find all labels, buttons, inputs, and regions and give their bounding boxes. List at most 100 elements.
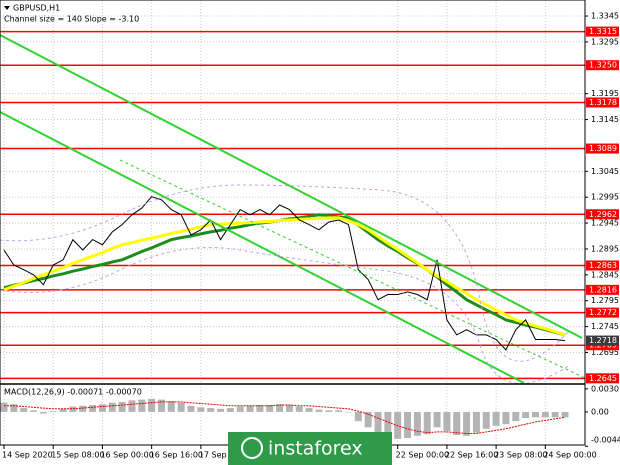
channel-mid (119, 159, 586, 379)
histogram-bar (463, 411, 471, 436)
y-tick-label: 1.2795 (591, 296, 619, 305)
x-tick-label: 17 Sep 08:00 (199, 451, 252, 460)
x-tick-label: 16 Sep 16:00 (150, 451, 203, 460)
level-label: 1.2772 (589, 308, 617, 317)
histogram-bar (315, 409, 323, 412)
last-price-box (586, 335, 619, 346)
x-tick-label: 14 Sep 2020 (2, 451, 53, 460)
histogram-bar (344, 411, 352, 413)
histogram-bar (502, 411, 510, 425)
histogram-bar (217, 408, 225, 412)
level-label: 1.3315 (589, 27, 617, 36)
histogram-bar (98, 404, 106, 412)
histogram-bar (492, 411, 500, 426)
y2-tick-label: -0.00446 (591, 436, 620, 445)
histogram-bar (482, 411, 490, 429)
x-tick-label: 23 Sep 08:00 (494, 451, 547, 460)
y-tick-label: 1.2895 (591, 244, 619, 253)
histogram-bar (39, 411, 47, 414)
x-tick-label: 24 Sep 00:00 (543, 451, 596, 460)
histogram-bar (472, 411, 480, 433)
histogram-bar (423, 411, 431, 435)
x-tick-label: 16 Sep 00:00 (100, 451, 153, 460)
histogram-bar (285, 405, 293, 412)
y-tick-label: 1.2845 (591, 270, 619, 279)
plot (0, 0, 585, 445)
histogram-bar (177, 402, 185, 412)
level-label: 1.2863 (589, 261, 617, 270)
histogram-bar (295, 406, 303, 412)
histogram-bar (197, 407, 205, 412)
level-label-box (586, 260, 619, 271)
last-price-label: 1.2718 (589, 336, 617, 345)
histogram-bar (404, 411, 412, 439)
histogram-bar (236, 406, 244, 412)
channel (0, 34, 586, 384)
y-tick-label: 1.3195 (591, 89, 619, 98)
histogram-bar (354, 411, 362, 422)
channel-line (0, 111, 525, 384)
histogram-bar (384, 411, 392, 438)
histogram-bar (49, 411, 57, 412)
histogram-bar (138, 399, 146, 412)
histogram-bar (276, 404, 284, 412)
watermark-logo (241, 437, 263, 459)
price-line (3, 216, 566, 337)
histogram-bar (266, 405, 274, 412)
histogram-bar (246, 405, 254, 412)
histogram-bar (433, 411, 441, 428)
histogram-bar (89, 405, 97, 412)
level-label-box (586, 60, 619, 71)
level-label-box (586, 373, 619, 384)
histogram-bar (157, 399, 165, 412)
price-line (3, 196, 566, 351)
y2-tick-label: 0.00 (591, 407, 609, 416)
level-label-box (586, 284, 619, 295)
envelope-lower (0, 247, 571, 384)
y2-tick-label: 0.0030 (591, 384, 619, 393)
chart-title: GBPUSD,H1 (13, 4, 60, 13)
histogram-bar (443, 411, 451, 432)
level-label: 1.3250 (589, 61, 617, 70)
level-label-box (586, 143, 619, 154)
level-label-box (586, 209, 619, 220)
symbol-menu-arrow (4, 6, 10, 10)
histogram-bar (531, 411, 539, 418)
histogram-bar (541, 411, 549, 418)
level-label: 1.2962 (589, 210, 617, 219)
histogram-bar (108, 402, 116, 412)
y-tick-label: 1.2695 (591, 348, 619, 357)
watermark: instaforex (228, 432, 392, 465)
histogram-bar (128, 400, 136, 412)
histogram-bar (79, 405, 87, 412)
histogram-bar (522, 411, 530, 419)
histogram-bar (335, 410, 343, 412)
envelope-upper (0, 184, 571, 362)
channel-line (0, 34, 583, 339)
histogram-bar (256, 405, 264, 412)
histogram-bar (187, 405, 195, 412)
x-tick-label: 22 Sep 00:00 (396, 451, 449, 460)
histogram-bar (226, 408, 234, 412)
envelope (0, 184, 571, 384)
level-label-box (586, 26, 619, 37)
y-tick-label: 1.2945 (591, 219, 619, 228)
y-tick-label: 1.3145 (591, 115, 619, 124)
histogram-bar (561, 411, 569, 418)
histogram-bar (305, 408, 313, 412)
level-label: 1.2645 (589, 374, 617, 383)
y-tick-label: 1.3295 (591, 37, 619, 46)
y-tick-label: 1.2995 (591, 193, 619, 202)
level-label-box (586, 97, 619, 108)
level-label: 1.3178 (589, 98, 617, 107)
y-tick-label: 1.3045 (591, 167, 619, 176)
chart-subtitle: Channel size = 140 Slope = -3.10 (4, 15, 139, 24)
histogram-bar (325, 410, 333, 412)
histogram-bar (20, 408, 28, 412)
y-tick-label: 1.3345 (591, 12, 619, 21)
histogram-bar (148, 398, 156, 412)
histogram-bar (512, 411, 520, 422)
level-label-box (586, 307, 619, 318)
y-tick-label: 1.2745 (591, 322, 619, 331)
